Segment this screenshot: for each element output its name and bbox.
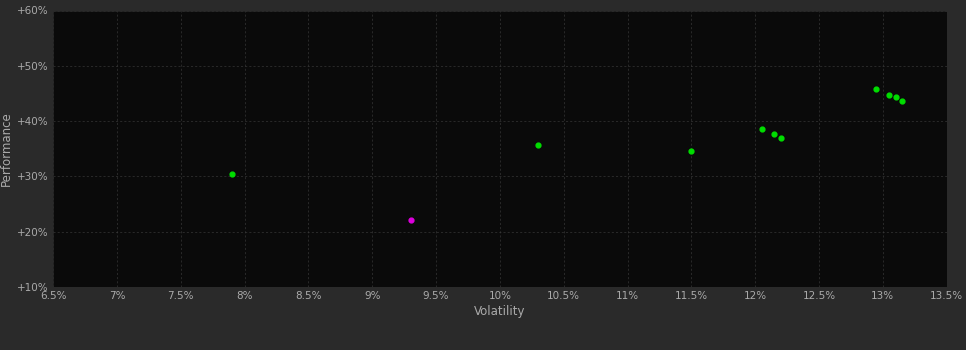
Point	[224, 171, 240, 176]
Point	[895, 98, 910, 104]
Point	[882, 92, 897, 97]
Point	[773, 135, 788, 140]
Point	[530, 143, 546, 148]
Point	[403, 217, 418, 222]
Point	[767, 132, 782, 137]
Point	[868, 86, 884, 92]
Point	[684, 148, 699, 154]
Y-axis label: Performance: Performance	[0, 111, 14, 186]
Point	[888, 94, 903, 100]
Point	[753, 127, 769, 132]
X-axis label: Volatility: Volatility	[474, 305, 526, 318]
